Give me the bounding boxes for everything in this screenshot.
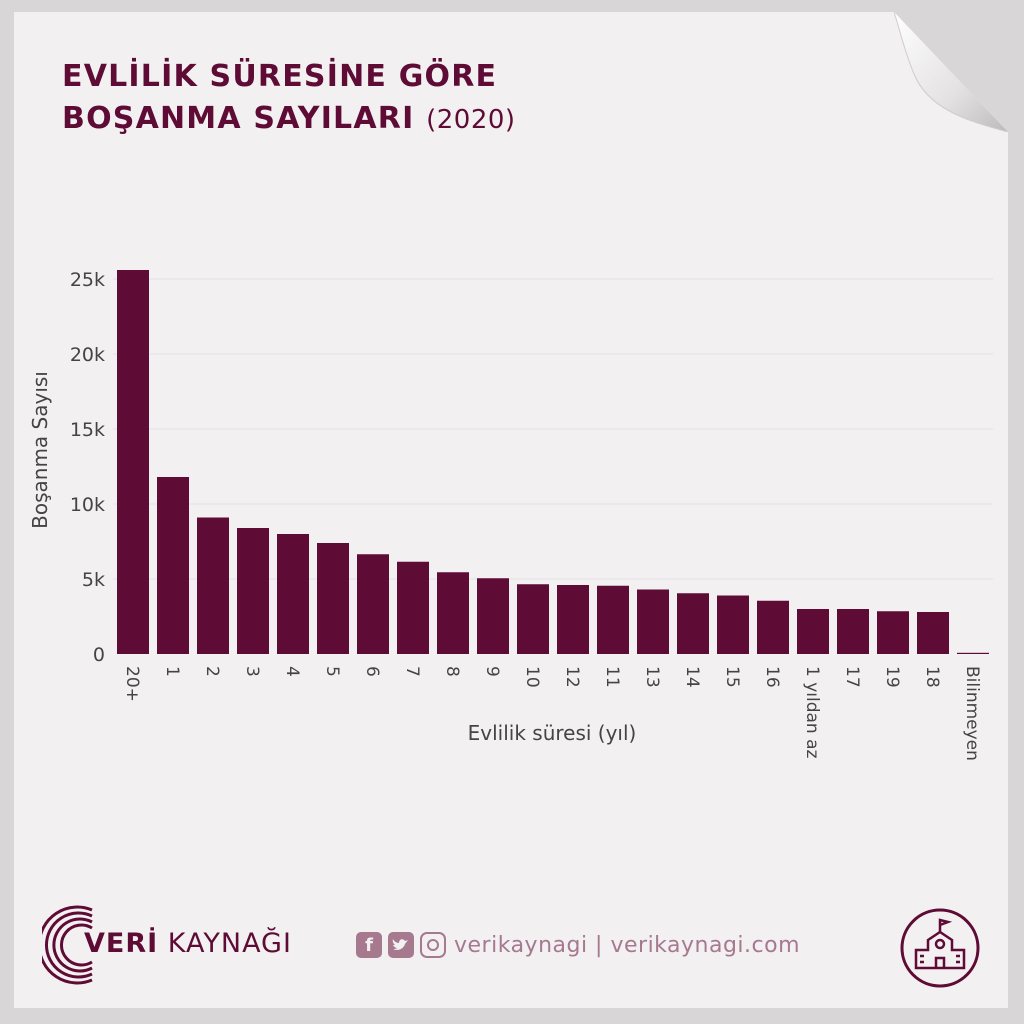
x-tick-label: 13 — [642, 666, 662, 688]
x-tick-label: 6 — [362, 666, 382, 677]
brand-logo-arcs-icon — [42, 905, 93, 985]
x-tick-label: 16 — [762, 666, 782, 688]
bar — [477, 578, 509, 654]
x-tick-label: 1 yıldan az — [802, 666, 822, 759]
brand-rest: KAYNAĞI — [158, 928, 292, 959]
x-tick-label: 17 — [842, 666, 862, 688]
x-tick-label: 19 — [882, 666, 902, 688]
page-curl — [894, 12, 1008, 132]
y-tick-label: 10k — [70, 494, 105, 516]
bar — [437, 572, 469, 654]
bar — [797, 609, 829, 654]
y-tick-label: 5k — [82, 569, 105, 591]
x-tick-label: 9 — [482, 666, 502, 677]
page-title: EVLİLİK SÜRESİNE GÖRE BOŞANMA SAYILARI (… — [62, 56, 516, 141]
x-tick-label: 15 — [722, 666, 742, 688]
x-tick-label: Bilinmeyen — [962, 666, 982, 761]
x-tick-label: 18 — [922, 666, 942, 688]
bar — [957, 652, 989, 654]
x-axis-label: Evlilik süresi (yıl) — [468, 721, 637, 745]
x-tick-label: 7 — [402, 666, 422, 677]
y-axis-label: Boşanma Sayısı — [28, 371, 52, 529]
y-tick-labels: 0 5k 10k 15k 20k 25k — [70, 269, 105, 666]
x-tick-label: 14 — [682, 666, 702, 688]
title-year: (2020) — [426, 105, 516, 135]
x-tick-label: 1 — [162, 666, 182, 677]
x-tick-labels: 20+ 1 2 3 4 5 6 7 8 9 10 12 11 13 14 15 16 1 yıldan az 17 1… — [122, 666, 982, 761]
bar — [317, 543, 349, 654]
bar — [357, 554, 389, 654]
x-tick-label: 12 — [562, 666, 582, 688]
bar — [557, 585, 589, 654]
x-tick-label: 20+ — [122, 666, 142, 702]
bar — [837, 609, 869, 654]
bar — [637, 589, 669, 654]
bar — [677, 593, 709, 654]
school-building-icon — [900, 908, 980, 988]
social-links: f verikaynagi | verikaynagi.com — [356, 932, 800, 958]
bar — [597, 585, 629, 654]
title-line-1: EVLİLİK SÜRESİNE GÖRE — [62, 59, 498, 94]
grid-lines — [113, 278, 993, 580]
x-tick-label: 3 — [242, 666, 262, 677]
x-tick-label: 4 — [282, 666, 302, 677]
x-tick-label: 5 — [322, 666, 342, 677]
bar — [197, 517, 229, 654]
title-line-2: BOŞANMA SAYILARI — [62, 101, 415, 136]
bar — [157, 477, 189, 654]
x-tick-label: 11 — [602, 666, 622, 688]
bar — [397, 561, 429, 654]
y-tick-label: 0 — [93, 644, 105, 666]
bar — [277, 534, 309, 654]
bar — [237, 528, 269, 654]
x-tick-label: 2 — [202, 666, 222, 677]
bar — [117, 270, 149, 654]
x-tick-label: 10 — [522, 666, 542, 688]
bar — [717, 595, 749, 654]
facebook-icon[interactable]: f — [356, 932, 382, 958]
bars — [117, 270, 989, 654]
bar — [517, 584, 549, 654]
bar — [877, 611, 909, 654]
y-tick-label: 15k — [70, 419, 105, 441]
bar — [917, 612, 949, 654]
social-handles[interactable]: verikaynagi | verikaynagi.com — [454, 932, 801, 958]
bar — [757, 600, 789, 654]
x-tick-label: 8 — [442, 666, 462, 677]
y-tick-label: 25k — [70, 269, 105, 291]
y-tick-label: 20k — [70, 344, 105, 366]
brand-name: VERİ KAYNAĞI — [84, 928, 292, 959]
twitter-icon[interactable] — [388, 932, 414, 958]
brand-bold: VERİ — [84, 928, 159, 959]
instagram-icon[interactable] — [420, 932, 446, 958]
